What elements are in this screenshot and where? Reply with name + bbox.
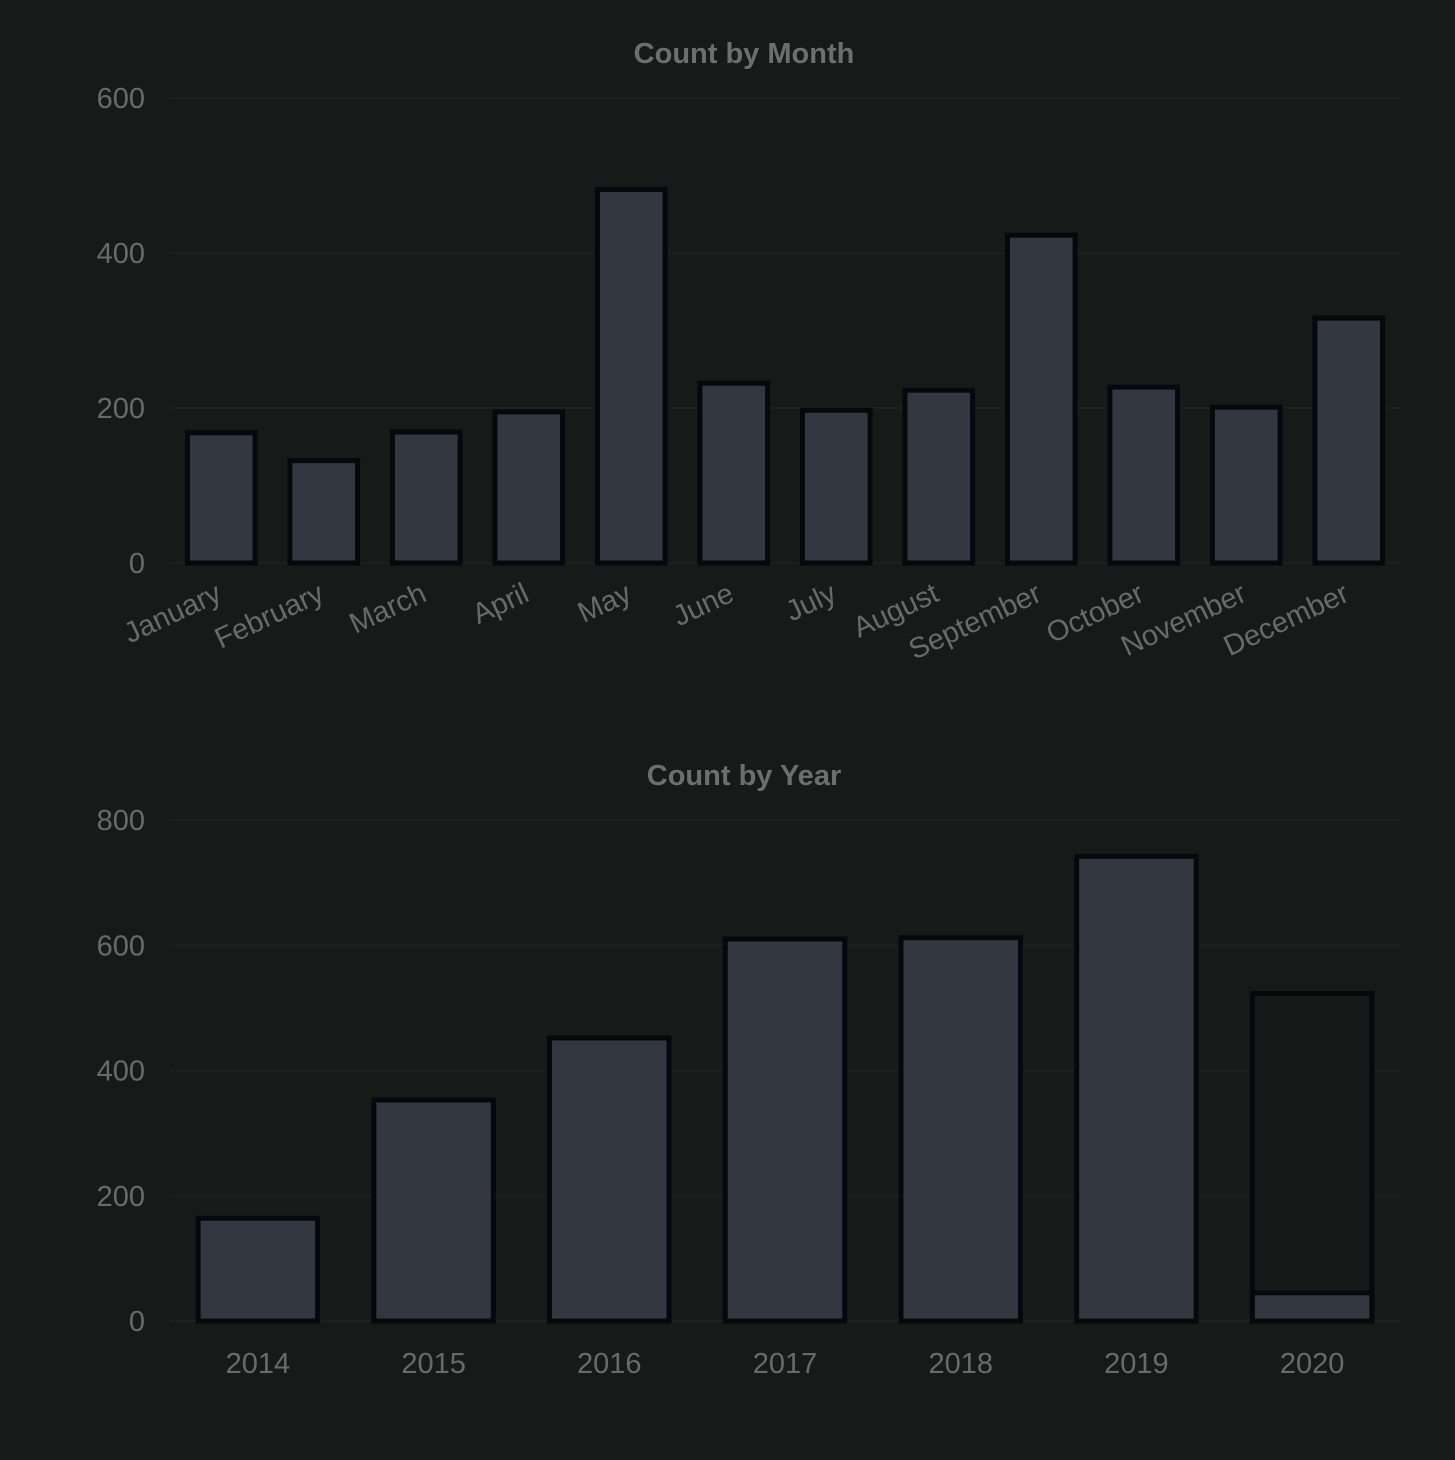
x-tick-label: March [345, 577, 432, 640]
x-tick-label: 2016 [577, 1348, 642, 1380]
bar-2017 [722, 936, 848, 1324]
x-tick-label: 2017 [753, 1348, 818, 1380]
bar-2014 [195, 1215, 321, 1324]
bar-august [902, 387, 976, 566]
x-tick-label: February [210, 577, 329, 655]
plot-area [170, 98, 1400, 563]
x-tick-label: June [668, 577, 739, 633]
y-tick-label: 400 [97, 1056, 145, 1088]
y-tick-label: 600 [97, 930, 145, 962]
y-tick-label: 0 [129, 1306, 145, 1338]
count-by-month-chart: Count by Month 0 200 400 600 JanuaryFebruary… [97, 38, 1400, 666]
bar-january [184, 430, 258, 566]
x-tick-label: 2018 [928, 1348, 993, 1380]
x-tick-label: 2015 [401, 1348, 466, 1380]
bar-outline-2020 [1249, 990, 1375, 1324]
y-tick-label: 200 [97, 393, 145, 425]
bar-september [1004, 232, 1078, 566]
bar-february [287, 458, 361, 566]
x-tick-label: July [781, 577, 842, 628]
bar-december [1312, 315, 1386, 566]
x-tick-label: May [573, 577, 637, 629]
bar-november [1209, 404, 1283, 566]
x-tick-label: 2014 [226, 1348, 291, 1380]
bar-2020 [1249, 1290, 1375, 1324]
x-tick-label: 2019 [1104, 1348, 1169, 1380]
x-tick-label: January [119, 577, 226, 650]
y-tick-label: 800 [97, 805, 145, 837]
bar-march [389, 429, 463, 566]
y-tick-label: 600 [97, 83, 145, 115]
bar-july [799, 407, 873, 566]
y-tick-label: 200 [97, 1181, 145, 1213]
bar-2018 [898, 935, 1023, 1324]
bar-2015 [371, 1097, 496, 1324]
count-by-year-chart: Count by Year 0 200 400 600 800 2014 2015 2016 2… [97, 760, 1400, 1380]
x-tick-label: 2020 [1280, 1348, 1345, 1380]
bar-october [1107, 384, 1181, 566]
x-tick-label: April [468, 577, 534, 631]
bar-april [492, 409, 566, 566]
chart-title-month: Count by Month [634, 38, 855, 70]
bar-june [697, 380, 771, 566]
bar-2016 [547, 1035, 672, 1324]
y-tick-label: 400 [97, 238, 145, 270]
bar-2019 [1074, 853, 1199, 1324]
chart-title-year: Count by Year [647, 760, 841, 792]
y-tick-label: 0 [129, 548, 145, 580]
bar-may [594, 186, 668, 566]
